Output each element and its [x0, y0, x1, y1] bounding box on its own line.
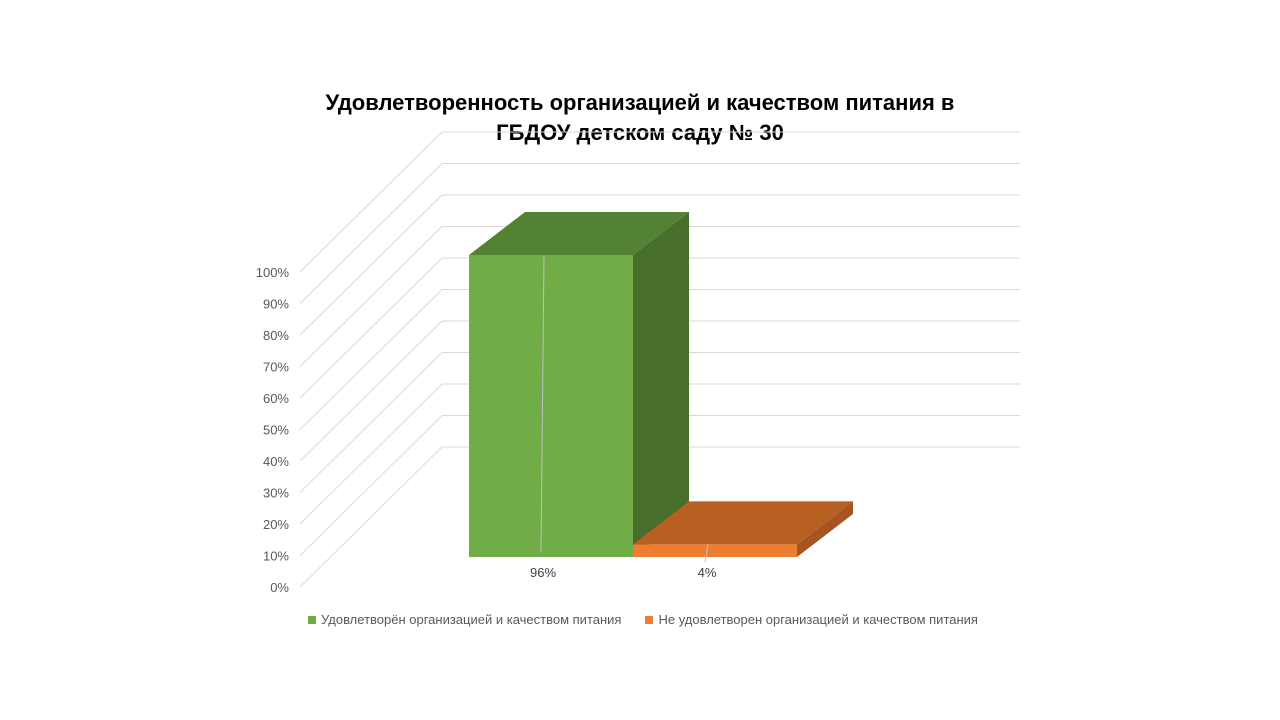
gridline-side-10 — [299, 415, 443, 556]
gridline-side-60 — [299, 257, 443, 399]
y-tick-label: 10% — [263, 549, 289, 564]
data-label-2: 4% — [698, 565, 717, 580]
y-tick-label: 90% — [263, 297, 289, 312]
gridline-side-50 — [299, 289, 443, 430]
bar-1-side — [633, 212, 689, 557]
y-tick-label: 60% — [263, 391, 289, 406]
bar-2-front — [633, 544, 797, 557]
bar-1-top — [469, 212, 689, 255]
bar-1-front — [469, 255, 633, 557]
chart-legend: Удовлетворён организацией и качеством пи… — [0, 612, 1280, 627]
bar-2-side — [797, 501, 853, 557]
legend-item-1: Удовлетворён организацией и качеством пи… — [302, 612, 621, 627]
legend-label-2: Не удовлетворен организацией и качеством… — [658, 612, 978, 627]
gridline-side-20 — [299, 383, 443, 525]
data-label-leader-2 — [704, 544, 709, 563]
y-tick-label: 50% — [263, 423, 289, 438]
data-label-leader-1 — [540, 254, 545, 553]
bar-2-top — [633, 501, 853, 545]
y-tick-label: 30% — [263, 486, 289, 501]
y-tick-label: 40% — [263, 454, 289, 469]
gridline-side-30 — [299, 352, 443, 493]
y-tick-label: 0% — [270, 580, 289, 595]
y-tick-label: 80% — [263, 328, 289, 343]
legend-item-2: Не удовлетворен организацией и качеством… — [639, 612, 978, 627]
gridline-side-40 — [299, 320, 443, 462]
legend-swatch-1 — [308, 615, 317, 624]
gridline-side-0 — [299, 446, 443, 588]
gridline-side-80 — [299, 194, 443, 336]
data-label-1: 96% — [530, 565, 556, 580]
gridline-side-90 — [299, 163, 443, 304]
y-tick-label: 20% — [263, 517, 289, 532]
gridline-side-70 — [299, 226, 443, 367]
legend-label-1: Удовлетворён организацией и качеством пи… — [321, 612, 622, 627]
gridline-side-100 — [299, 131, 443, 273]
y-tick-label: 100% — [256, 265, 290, 280]
legend-swatch-2 — [645, 615, 654, 624]
chart-title-line-1: Удовлетворенность организацией и качеств… — [325, 90, 955, 115]
y-tick-label: 70% — [263, 360, 289, 375]
